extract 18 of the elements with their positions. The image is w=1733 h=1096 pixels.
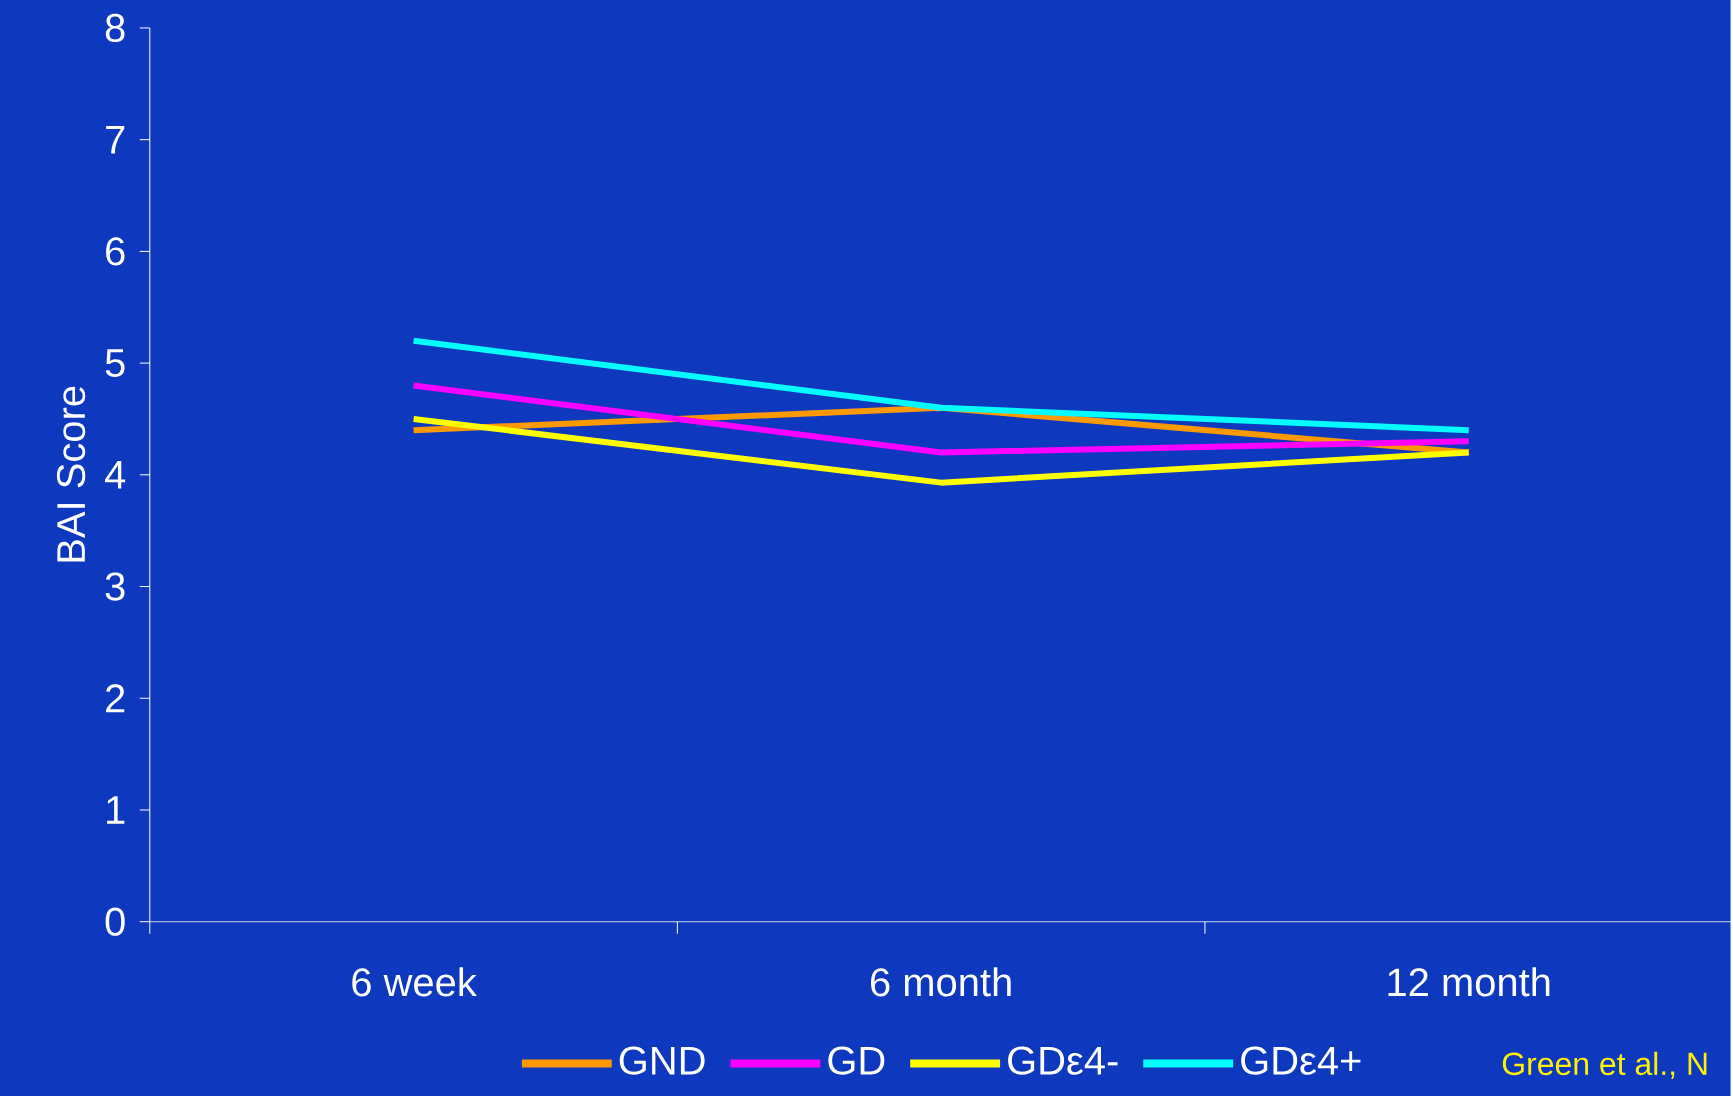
y-tick-label: 4	[105, 460, 126, 489]
x-tick-label: 6 week	[352, 966, 477, 997]
legend-label: GDε4-	[1008, 1046, 1118, 1075]
y-tick-label: 8	[105, 13, 125, 42]
x-tick-label: 12 month	[1388, 966, 1550, 997]
y-tick-label: 0	[105, 907, 125, 936]
legend-label: GND	[619, 1046, 705, 1075]
x-tick-label: 6 month	[871, 966, 1011, 997]
y-tick-label: 6	[106, 237, 125, 266]
legend-label: GD	[828, 1046, 885, 1075]
y-tick-label: 3	[105, 572, 125, 601]
y-tick-label: 7	[106, 125, 125, 154]
legend-label: GDε4+	[1241, 1046, 1361, 1075]
y-tick-label: 2	[106, 684, 125, 712]
text: Green et al., N	[1502, 1051, 1707, 1079]
y-tick-label: 5	[105, 348, 125, 377]
y-tick-label: 1	[107, 796, 125, 824]
y-axis-title: BAI Score	[56, 386, 86, 562]
